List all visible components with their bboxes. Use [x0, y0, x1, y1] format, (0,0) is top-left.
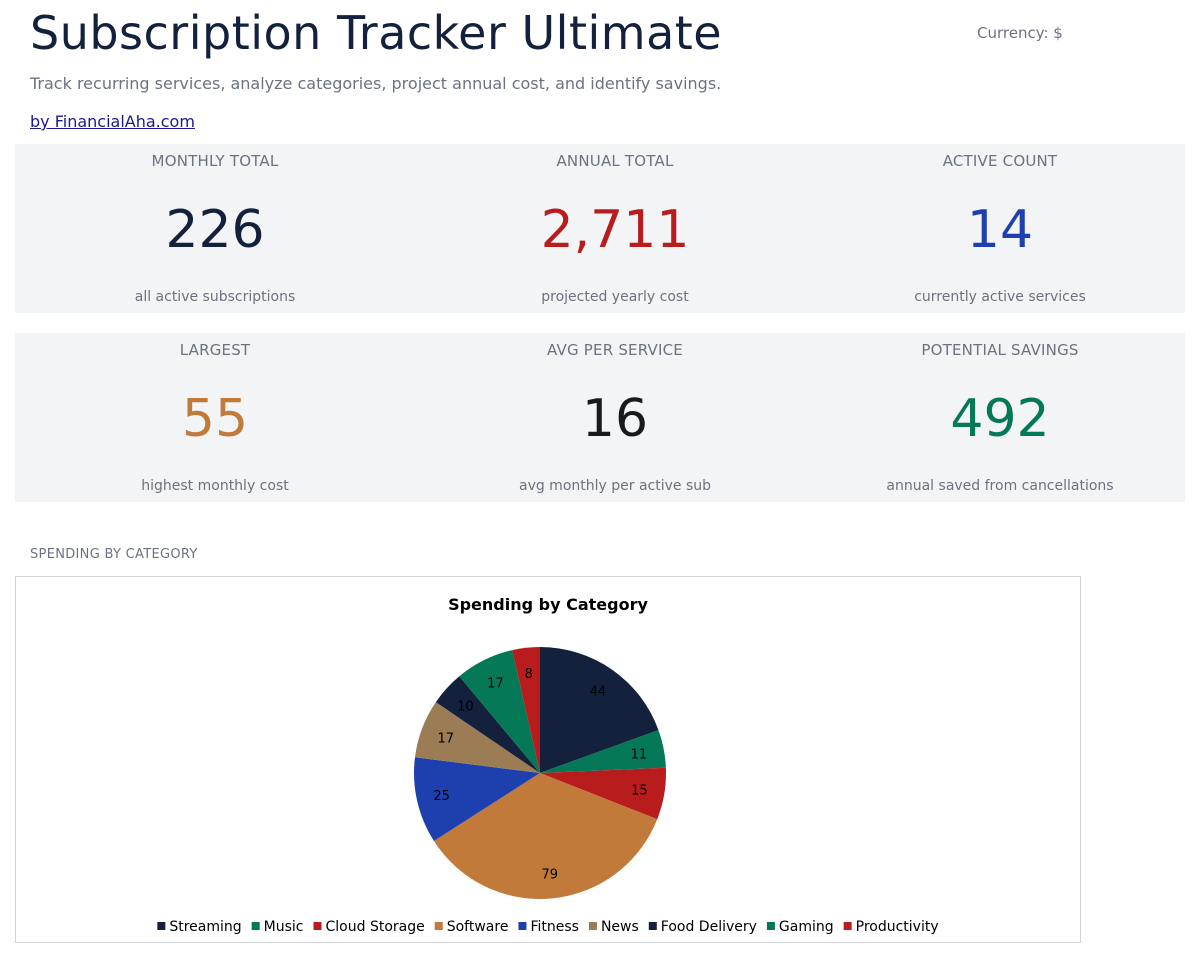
pie-data-label: 17 — [487, 677, 504, 692]
kpi-card-largest: LARGEST 55 highest monthly cost — [15, 333, 415, 502]
pie-slice-music — [540, 730, 666, 773]
pie-slice-streaming — [540, 647, 659, 773]
legend-swatch — [648, 922, 657, 930]
kpi-caption: avg monthly per active sub — [518, 478, 712, 494]
page-subtitle: Track recurring services, analyze catego… — [30, 74, 722, 93]
kpi-card-annual-total: ANNUAL TOTAL 2,711 projected yearly cost — [415, 144, 815, 313]
kpi-card-monthly-total: MONTHLY TOTAL 226 all active subscriptio… — [15, 144, 415, 313]
spending-chart-card: Spending by Category 44 11 15 79 25 17 10 17 8 S… — [15, 576, 1081, 943]
kpi-caption: all active subscriptions — [134, 289, 296, 305]
kpi-value: 16 — [581, 389, 649, 449]
kpi-row-2: LARGEST 55 highest monthly cost AVG PER … — [15, 333, 1185, 502]
legend-label: News — [601, 919, 639, 935]
kpi-card-potential-savings: POTENTIAL SAVINGS 492 annual saved from … — [815, 333, 1185, 502]
kpi-caption: projected yearly cost — [541, 289, 689, 305]
kpi-value: 2,711 — [540, 200, 690, 260]
legend-label: Cloud Storage — [326, 919, 425, 935]
kpi-card-active-count: ACTIVE COUNT 14 currently active service… — [815, 144, 1185, 313]
legend-swatch — [843, 922, 852, 930]
pie-data-label: 8 — [525, 667, 533, 682]
pie-slice-gaming — [459, 650, 540, 773]
pie-slice-cloud-storage — [540, 767, 666, 820]
legend-swatch — [518, 922, 527, 930]
kpi-caption: annual saved from cancellations — [886, 478, 1114, 494]
kpi-value: 14 — [966, 200, 1034, 260]
legend-label: Music — [264, 919, 304, 935]
kpi-value: 492 — [950, 389, 1050, 449]
kpi-row-1: MONTHLY TOTAL 226 all active subscriptio… — [15, 144, 1185, 313]
legend-swatch — [313, 922, 322, 930]
spending-pie-chart: Spending by Category 44 11 15 79 25 17 10 17 8 S… — [157, 595, 939, 935]
kpi-caption: currently active services — [914, 289, 1086, 305]
pie-data-label: 17 — [437, 731, 454, 746]
page-title: Subscription Tracker Ultimate — [30, 6, 723, 60]
legend-swatch — [434, 922, 443, 930]
pie-data-label: 25 — [433, 789, 450, 804]
legend-label: Gaming — [779, 919, 834, 935]
kpi-label: MONTHLY TOTAL — [151, 152, 279, 170]
kpi-label: ANNUAL TOTAL — [556, 152, 674, 170]
pie-data-label: 10 — [457, 699, 474, 714]
pie-slice-productivity — [512, 647, 540, 773]
legend-swatch — [766, 922, 775, 930]
legend-swatch — [251, 922, 260, 930]
pie-slice-fitness — [414, 757, 540, 841]
pie-slice-news — [414, 702, 540, 773]
legend-label: Streaming — [169, 919, 241, 935]
kpi-value: 55 — [181, 389, 249, 449]
chart-title: Spending by Category — [448, 595, 648, 614]
legend-label: Productivity — [856, 919, 939, 935]
kpi-card-avg-per-service: AVG PER SERVICE 16 avg monthly per activ… — [415, 333, 815, 502]
legend-label: Fitness — [530, 919, 579, 935]
byline-link[interactable]: by FinancialAha.com — [30, 112, 195, 131]
section-heading: SPENDING BY CATEGORY — [30, 547, 198, 562]
legend-label: Food Delivery — [661, 919, 757, 935]
pie-data-label: 15 — [631, 784, 648, 799]
kpi-value: 226 — [165, 200, 265, 260]
kpi-label: POTENTIAL SAVINGS — [921, 341, 1079, 359]
legend-swatch — [157, 922, 166, 930]
legend-label: Software — [447, 919, 509, 935]
pie-data-label: 11 — [631, 748, 648, 763]
kpi-label: AVG PER SERVICE — [547, 341, 683, 359]
kpi-label: ACTIVE COUNT — [942, 152, 1058, 170]
currency-indicator: Currency: $ — [977, 24, 1063, 42]
kpi-caption: highest monthly cost — [141, 478, 289, 494]
pie-data-label: 79 — [542, 867, 559, 882]
pie-data-label: 44 — [590, 684, 607, 699]
legend-swatch — [588, 922, 597, 930]
pie-slice-food-delivery — [435, 676, 540, 773]
kpi-label: LARGEST — [179, 341, 251, 359]
pie-slice-software — [433, 773, 658, 900]
